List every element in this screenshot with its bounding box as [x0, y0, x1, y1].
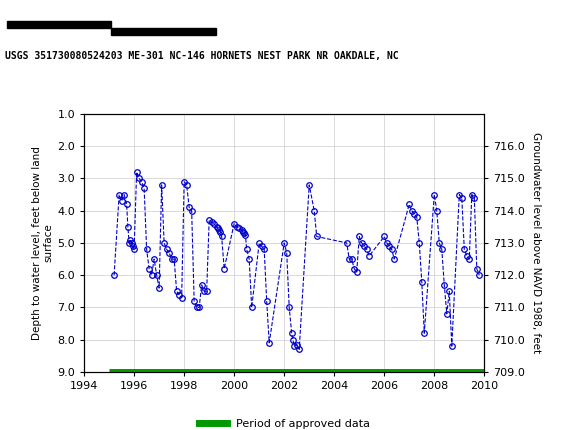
Y-axis label: Depth to water level, feet below land
surface: Depth to water level, feet below land su… — [31, 146, 53, 340]
Bar — [7, 21, 111, 28]
Text: USGS: USGS — [222, 11, 277, 29]
Bar — [7, 21, 216, 35]
Bar — [111, 28, 216, 35]
Y-axis label: Groundwater level above NAVD 1988, feet: Groundwater level above NAVD 1988, feet — [531, 132, 541, 353]
Text: USGS 351730080524203 ME-301 NC-146 HORNETS NEST PARK NR OAKDALE, NC: USGS 351730080524203 ME-301 NC-146 HORNE… — [5, 51, 398, 61]
Legend: Period of approved data: Period of approved data — [194, 415, 374, 430]
